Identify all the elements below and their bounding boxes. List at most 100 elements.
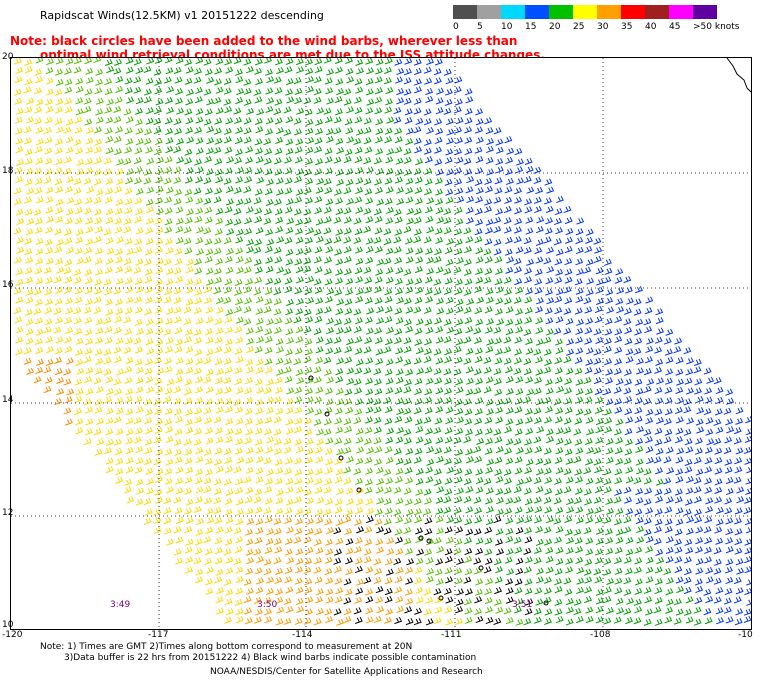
wind-barb: [155, 238, 164, 246]
wind-barb: [275, 338, 284, 346]
wind-barb: [465, 235, 474, 244]
wind-barb: [735, 447, 744, 455]
wind-barb: [185, 346, 194, 354]
wind-barb: [165, 247, 174, 255]
wind-barb: [104, 326, 113, 334]
wind-barb: [74, 395, 83, 404]
wind-barb: [495, 528, 504, 536]
wind-barb: [143, 177, 152, 185]
wind-barb: [513, 606, 522, 614]
wind-barb: [623, 486, 632, 494]
wind-barb: [513, 236, 522, 244]
wind-barb: [445, 618, 453, 626]
wind-barb: [265, 117, 274, 125]
wind-barb: [244, 407, 253, 415]
wind-barb: [235, 498, 244, 506]
wind-barb: [464, 278, 473, 286]
wind-barb: [225, 266, 234, 274]
wind-barb: [614, 577, 623, 585]
wind-barb: [425, 95, 434, 104]
wind-barb: [525, 376, 534, 384]
wind-barb: [645, 507, 654, 515]
wind-barb: [533, 557, 542, 565]
wind-barb: [435, 188, 443, 196]
wind-barb: [225, 588, 234, 596]
wind-barb: [363, 556, 372, 564]
wind-barb: [614, 587, 623, 595]
wind-barb: [555, 506, 564, 514]
wind-barb: [334, 58, 343, 64]
wind-barb: [346, 498, 355, 506]
wind-barb: [315, 127, 324, 135]
wind-barb: [743, 615, 751, 623]
wind-barb: [134, 395, 143, 404]
wind-barb: [625, 536, 634, 545]
wind-barb: [54, 88, 63, 96]
wind-barb: [485, 218, 494, 226]
wind-barb: [164, 418, 172, 426]
wind-barb: [535, 326, 544, 334]
wind-barb: [735, 558, 744, 566]
wind-barb: [574, 417, 583, 425]
wind-barb: [563, 426, 572, 434]
wind-barb: [595, 436, 604, 444]
wind-barb: [675, 427, 684, 435]
wind-barb: [484, 548, 493, 556]
wind-barb: [193, 306, 202, 315]
wind-barb: [555, 526, 564, 534]
wind-barb: [394, 146, 403, 154]
wind-barb: [353, 416, 362, 425]
wind-barb: [435, 206, 444, 215]
wind-barb: [163, 527, 172, 535]
wind-barb: [225, 198, 234, 206]
wind-barb: [215, 465, 224, 474]
wind-barb: [643, 498, 652, 506]
wind-barb: [336, 618, 345, 626]
wind-barb: [134, 246, 143, 254]
wind-barb: [105, 116, 114, 124]
wind-barb: [565, 457, 574, 465]
wind-barb: [483, 386, 492, 394]
wind-barb: [563, 286, 572, 294]
wind-barb: [194, 288, 203, 296]
wind-barb: [713, 558, 722, 566]
wind-barb: [635, 445, 644, 453]
wind-barb: [145, 318, 154, 326]
wind-barb: [234, 278, 243, 286]
wind-barb: [413, 107, 422, 115]
wind-barb: [413, 456, 422, 464]
wind-barb: [103, 348, 112, 356]
wind-barb: [244, 166, 253, 174]
wind-barb: [345, 508, 354, 516]
wind-barb: [165, 426, 174, 434]
wind-barb: [395, 516, 404, 524]
wind-barb: [513, 438, 522, 446]
wind-barb: [324, 186, 333, 195]
wind-barb: [306, 76, 315, 84]
wind-barb: [474, 306, 483, 315]
wind-barb: [155, 468, 164, 476]
wind-barb: [105, 216, 114, 225]
wind-barb: [554, 578, 563, 586]
wind-barb: [225, 405, 233, 414]
wind-barb: [316, 107, 325, 115]
wind-barb: [336, 146, 345, 155]
wind-barb: [485, 518, 494, 526]
wind-barb: [294, 287, 303, 295]
wind-barb: [343, 245, 352, 254]
wind-barb: [486, 506, 494, 514]
wind-barb: [346, 367, 355, 375]
wind-barb: [235, 478, 244, 486]
wind-barb: [495, 606, 504, 614]
wind-barb: [254, 238, 263, 246]
wind-barb: [34, 146, 43, 154]
wind-barb: [355, 565, 363, 574]
wind-barb: [375, 508, 383, 516]
wind-barb: [646, 457, 654, 465]
wind-barb: [533, 416, 542, 425]
wind-barb: [135, 187, 144, 196]
wind-barb: [576, 586, 584, 595]
wind-barb: [295, 188, 304, 196]
wind-barb: [285, 486, 294, 494]
wind-barb: [153, 68, 162, 76]
